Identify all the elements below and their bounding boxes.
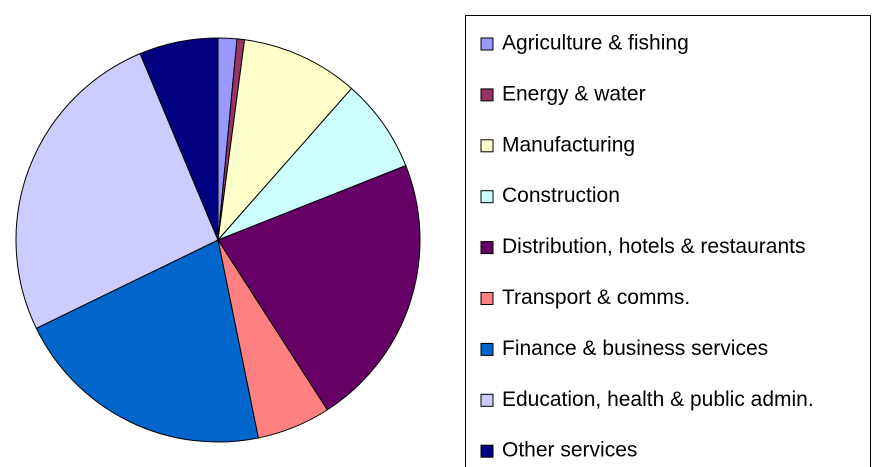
- legend-swatch: [480, 342, 494, 356]
- legend-swatch: [480, 241, 494, 255]
- legend-swatch: [480, 190, 494, 204]
- pie-slice: [15, 52, 219, 329]
- pie-slice: [217, 39, 353, 242]
- legend-swatch: [480, 139, 494, 153]
- pie-slice: [139, 37, 219, 241]
- legend-label: Distribution, hotels & restaurants: [502, 235, 805, 258]
- legend-label: Education, health & public admin.: [502, 388, 814, 411]
- pie-slice: [217, 164, 421, 411]
- pie-slice: [217, 87, 407, 241]
- legend-box: [465, 15, 871, 467]
- legend-swatch: [480, 88, 494, 102]
- legend-label: Agriculture & fishing: [502, 32, 689, 55]
- legend-label: Construction: [502, 184, 620, 207]
- legend-swatch: [480, 444, 494, 458]
- legend-label: Other services: [502, 439, 637, 462]
- legend-swatch: [480, 393, 494, 407]
- legend-swatch: [480, 292, 494, 305]
- legend-label: Finance & business services: [502, 337, 768, 360]
- legend-swatch: [480, 37, 494, 51]
- pie-slice: [35, 239, 259, 443]
- legend-label: Transport & comms.: [502, 286, 690, 309]
- legend-label: Manufacturing: [502, 133, 635, 156]
- legend-label: Energy & water: [502, 82, 646, 105]
